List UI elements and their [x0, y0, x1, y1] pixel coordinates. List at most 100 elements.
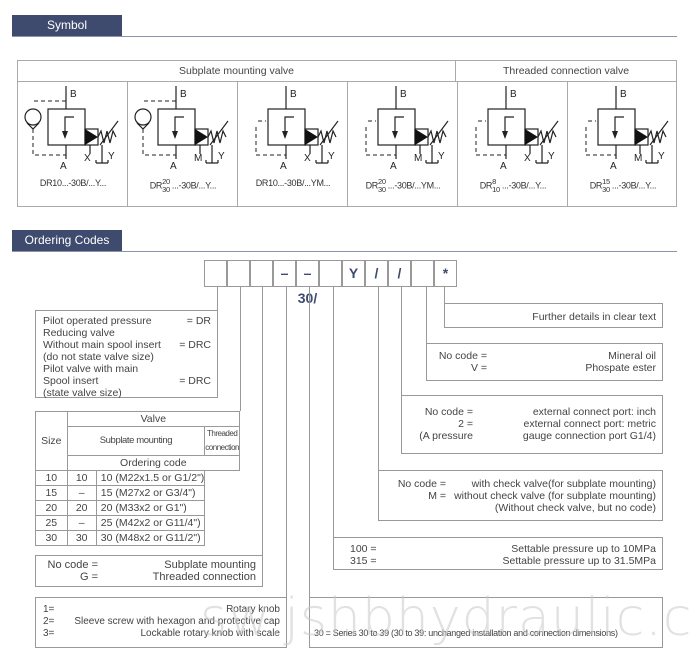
pilot-text: (do not state valve size)	[43, 351, 154, 363]
pilot-row: Without main spool insert = DRC	[43, 339, 211, 351]
option-code: No code =	[438, 350, 487, 362]
option-description: Phospate ester	[585, 362, 656, 374]
option-description: Threaded connection	[152, 571, 256, 583]
caption-suffix: -30B/...YM...	[284, 178, 331, 188]
option-code: No code =	[47, 559, 98, 571]
pilot-text: Without main spool insert	[43, 339, 161, 351]
symbol-cell: B A M Y DR20 30 ...-30B/...YM...	[348, 81, 458, 207]
check-valve-box: No code = with check valve(for subplate m…	[378, 470, 663, 521]
pilot-row: Pilot valve with main	[43, 363, 211, 375]
option-row: 100 = Settable pressure up to 10MPa	[350, 543, 656, 555]
option-row: 3= Lockable rotary knob with scale	[43, 628, 280, 640]
threaded-code-cell: 15 (M27x2 or G3/4")	[95, 485, 206, 501]
port-a-label: A	[60, 161, 67, 172]
option-description: Mineral oil	[608, 350, 656, 362]
further-details-text: Further details in clear text	[532, 311, 656, 323]
ordering-section-header: Ordering Codes	[12, 230, 122, 251]
option-description: (Without check valve, but no code)	[494, 502, 656, 514]
size-table: Size Valve Subplate mounting Threaded co…	[35, 411, 241, 546]
caption-prefix: DR	[365, 180, 379, 191]
threaded-code-cell: 30 (M48x2 or G11/2")	[95, 530, 206, 546]
pilot-code: = DRC	[179, 375, 211, 387]
caption-suffix: ...-30B/...Y...	[611, 180, 657, 191]
leader-line	[401, 287, 402, 395]
option-row: No code = Subplate mounting	[43, 559, 256, 571]
caption-prefix: DR	[479, 180, 493, 191]
threaded-connection-header: Threaded connection	[204, 426, 240, 456]
pilot-text: Pilot operated pressure	[43, 315, 152, 327]
code-cell	[319, 260, 342, 287]
leader-line	[262, 287, 263, 555]
option-description: without check valve (for subplate mounti…	[454, 490, 656, 502]
option-code: No code =	[397, 478, 446, 490]
option-description: Settable pressure up to 10MPa	[511, 543, 656, 555]
valve-symbol: B A X Y	[24, 86, 119, 172]
pilot-row: (state valve size)	[43, 387, 211, 399]
subplate-code-cell: 30	[66, 530, 97, 546]
option-row: (A pressure gauge connection port G1/4)	[418, 430, 656, 442]
caption-superscript: 20	[162, 177, 170, 186]
symbol-cell: B A M Y DR20 30 ...-30B/...Y...	[128, 81, 238, 207]
symbol-table: Subplate mounting valve Threaded connect…	[17, 60, 677, 207]
leader-line	[378, 287, 379, 470]
option-row: No code = external connect port: inch	[418, 406, 656, 418]
caption-prefix: DR	[149, 180, 163, 191]
port-y-label: Y	[548, 151, 555, 162]
valve-symbol: B A M Y	[585, 86, 669, 172]
subplate-code-cell: 10	[66, 470, 97, 486]
option-row: M = without check valve (for subplate mou…	[391, 490, 656, 502]
symbol-cell: B A X Y DR10...-30B/...YM...	[238, 81, 348, 207]
port-b-label: B	[510, 89, 517, 100]
caption-superscript: 20	[377, 177, 386, 186]
size-cell: 30	[35, 530, 68, 546]
caption-superscript: 15	[602, 177, 610, 186]
series-box: 30 = Series 30 to 39 (30 to 39: unchange…	[309, 597, 663, 648]
leader-line	[309, 287, 310, 597]
size-row: 30 30 30 (M48x2 or G11/2")	[35, 530, 240, 546]
size-cell: 10	[35, 470, 68, 486]
pilot-code: = DRC	[179, 339, 211, 351]
option-code: V =	[470, 362, 487, 374]
port-b-label: B	[620, 89, 627, 100]
threaded-code-cell: 25 (M42x2 or G11/4")	[95, 515, 206, 531]
caption-superscript: 8	[492, 177, 497, 186]
further-details-box: Further details in clear text	[444, 303, 663, 328]
pilot-text: Reducing valve	[43, 327, 115, 339]
option-description: Rotary knob	[226, 604, 280, 615]
option-row: 2 = external connect port: metric	[418, 418, 656, 430]
subplate-mounting-header: Subplate mounting	[66, 426, 206, 456]
code-cell: /	[388, 260, 411, 287]
option-description: external connect port: metric	[523, 418, 656, 430]
option-code: (A pressure	[419, 430, 473, 442]
size-cell: 15	[35, 485, 68, 501]
valve-header: Valve	[66, 411, 241, 427]
port-b-label: B	[180, 89, 187, 100]
threaded-header: Threaded connection valve	[456, 61, 676, 82]
size-row: 25–25 (M42x2 or G11/4")	[35, 515, 240, 531]
code-cell	[204, 260, 227, 287]
port-y-label: Y	[328, 151, 335, 162]
port-x-label: X	[84, 153, 91, 164]
option-code: 2=	[43, 616, 55, 627]
option-code: 2 =	[458, 418, 473, 430]
valve-symbol: B A X Y	[475, 86, 559, 172]
port-a-label: A	[500, 161, 507, 172]
caption-suffix: ...-30B/...Y...	[501, 180, 547, 191]
code-cell: –30/	[296, 260, 319, 306]
option-row: 315 = Settable pressure up to 31.5MPa	[350, 555, 656, 567]
option-code: 3=	[43, 628, 55, 639]
threaded-code-cell: 10 (M22x1.5 or G1/2")	[95, 470, 206, 486]
size-row: 15–15 (M27x2 or G3/4")	[35, 485, 240, 501]
code-cell	[411, 260, 434, 287]
option-code: 1=	[43, 604, 55, 615]
subplate-code-cell: –	[66, 485, 97, 501]
code-cell	[250, 260, 273, 287]
option-row: G = Threaded connection	[43, 571, 256, 583]
size-row: 20 20 20 (M33x2 or G1")	[35, 500, 240, 516]
symbol-caption: DR15 30 ...-30B/...Y...	[568, 178, 678, 194]
caption-prefix: DR	[589, 180, 603, 191]
pilot-row: Reducing valve	[43, 327, 211, 339]
pilot-row: (do not state valve size)	[43, 351, 211, 363]
threaded-code-cell: 20 (M33x2 or G1")	[95, 500, 206, 516]
